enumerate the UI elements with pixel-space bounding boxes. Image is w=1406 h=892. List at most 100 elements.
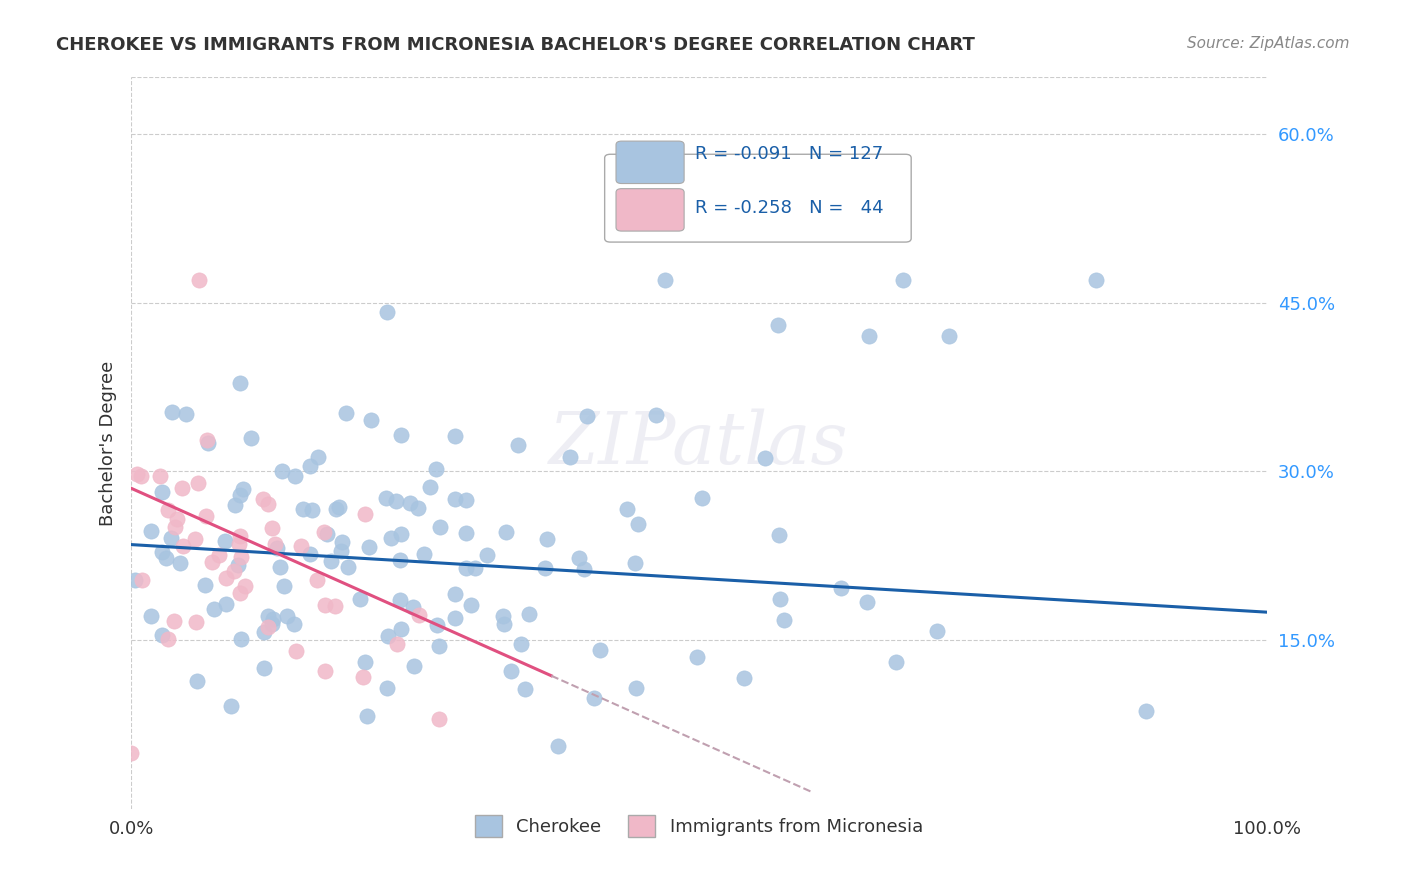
Point [323, 599, 346, 614]
FancyBboxPatch shape [616, 189, 685, 231]
Point [215, 571, 238, 585]
Point [426, 618, 449, 632]
Point [513, 681, 536, 696]
Point [160, 405, 183, 419]
Point [186, 615, 208, 629]
Point [328, 500, 350, 514]
Point [208, 548, 231, 562]
Point [616, 501, 638, 516]
Point [330, 544, 353, 558]
Point [314, 598, 336, 612]
Point [163, 520, 186, 534]
Text: CHEROKEE VS IMMIGRANTS FROM MICRONESIA BACHELOR'S DEGREE CORRELATION CHART: CHEROKEE VS IMMIGRANTS FROM MICRONESIA B… [56, 36, 976, 54]
Point [475, 548, 498, 562]
Point [292, 502, 315, 516]
Point [120, 746, 142, 760]
Point [252, 491, 274, 506]
Point [228, 558, 250, 572]
Point [389, 526, 412, 541]
Point [510, 637, 533, 651]
Point [283, 616, 305, 631]
Point [375, 304, 398, 318]
Point [335, 407, 357, 421]
Point [299, 547, 322, 561]
Point [389, 593, 412, 607]
Point [156, 632, 179, 646]
Point [830, 581, 852, 595]
Point [155, 551, 177, 566]
Point [129, 469, 152, 483]
Point [589, 643, 612, 657]
Point [232, 482, 254, 496]
Point [319, 554, 342, 568]
Point [235, 578, 257, 592]
Point [188, 273, 211, 287]
Point [169, 556, 191, 570]
Point [325, 501, 347, 516]
Point [299, 459, 322, 474]
Point [312, 524, 335, 539]
Point [464, 561, 486, 575]
Point [408, 608, 430, 623]
Point [492, 616, 515, 631]
Point [754, 451, 776, 466]
Point [425, 462, 447, 476]
Point [359, 541, 381, 555]
Point [124, 573, 146, 587]
Point [166, 512, 188, 526]
Point [377, 681, 399, 696]
Point [195, 434, 218, 448]
Point [201, 555, 224, 569]
Point [389, 553, 412, 567]
Point [624, 681, 647, 696]
Text: R = -0.091   N = 127: R = -0.091 N = 127 [696, 145, 884, 163]
Point [443, 611, 465, 625]
Point [269, 560, 291, 574]
Point [262, 521, 284, 535]
Point [204, 602, 226, 616]
Point [256, 497, 278, 511]
Point [231, 550, 253, 565]
Point [131, 574, 153, 588]
Point [262, 617, 284, 632]
Point [768, 318, 790, 332]
Point [444, 587, 467, 601]
Point [197, 436, 219, 450]
Point [150, 628, 173, 642]
Point [148, 469, 170, 483]
Point [184, 533, 207, 547]
Point [315, 526, 337, 541]
Point [276, 609, 298, 624]
Point [412, 547, 434, 561]
Point [583, 691, 606, 706]
Point [454, 560, 477, 574]
Point [427, 639, 450, 653]
FancyBboxPatch shape [616, 141, 685, 184]
Point [685, 649, 707, 664]
Point [139, 524, 162, 538]
Point [349, 592, 371, 607]
Point [575, 409, 598, 423]
Point [429, 520, 451, 534]
Point [699, 205, 721, 219]
Point [419, 480, 441, 494]
Point [427, 712, 450, 726]
Point [768, 527, 790, 541]
Point [444, 491, 467, 506]
Point [194, 509, 217, 524]
Point [891, 273, 914, 287]
Point [406, 500, 429, 515]
Point [389, 622, 412, 636]
Point [938, 329, 960, 343]
Point [492, 609, 515, 624]
Point [125, 467, 148, 481]
Point [257, 620, 280, 634]
Point [501, 664, 523, 678]
Point [404, 659, 426, 673]
Point [264, 537, 287, 551]
Point [353, 655, 375, 669]
Point [389, 428, 412, 442]
Point [229, 376, 252, 390]
Point [157, 503, 180, 517]
Point [377, 629, 399, 643]
